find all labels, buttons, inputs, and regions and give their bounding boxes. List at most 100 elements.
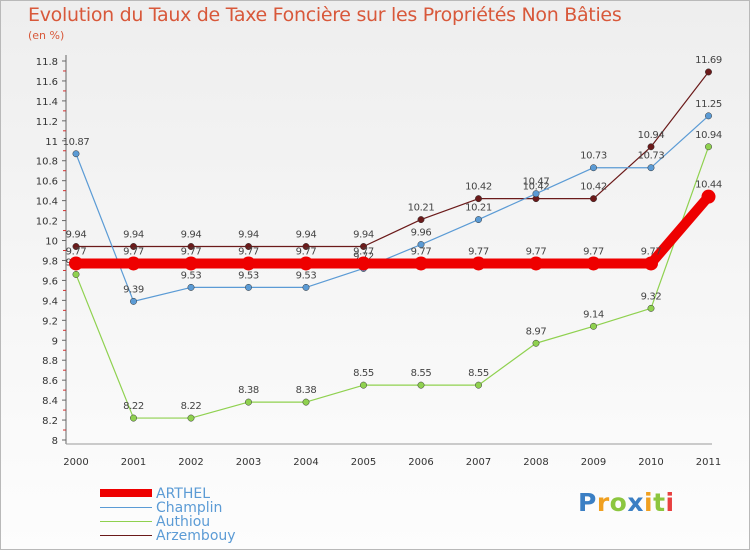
y-tick-label: 11.4: [36, 97, 58, 108]
data-label-arzembouy: 9.94: [353, 230, 374, 241]
legend-label-champlin: Champlin: [156, 500, 223, 516]
y-tick-label: 11.2: [36, 117, 58, 128]
x-tick-label: 2005: [351, 457, 376, 468]
data-point-authiou: [417, 381, 425, 389]
data-label-arzembouy: 10.21: [408, 203, 435, 214]
data-label-authiou: 9.32: [641, 291, 662, 302]
logo-letter: i: [644, 488, 654, 517]
logo-letter: i: [665, 488, 675, 517]
data-label-arthel: 9.77: [181, 246, 202, 257]
x-tick-label: 2003: [236, 457, 261, 468]
data-label-champlin: 10.87: [63, 137, 90, 148]
data-label-arthel: 9.77: [238, 246, 259, 257]
y-tick-label: 8.8: [42, 356, 58, 367]
x-tick-label: 2007: [466, 457, 491, 468]
data-point-arzembouy: [302, 243, 310, 250]
legend-swatch-champlin: [100, 507, 152, 508]
data-label-arthel: 9.77: [468, 246, 489, 257]
x-tick-label: 2010: [638, 457, 663, 468]
data-label-arzembouy: 10.42: [465, 182, 492, 193]
data-label-arzembouy: 9.94: [123, 230, 144, 241]
data-point-champlin: [590, 164, 597, 172]
y-tick-label: 10.2: [36, 217, 58, 228]
data-point-authiou: [360, 381, 367, 389]
data-point-champlin: [705, 112, 712, 120]
logo-letter: r: [596, 488, 610, 517]
data-label-authiou: 8.38: [238, 385, 259, 396]
data-point-arzembouy: [245, 243, 252, 250]
x-tick-label: 2004: [293, 457, 318, 468]
data-label-authiou: 9.14: [583, 309, 604, 320]
data-label-champlin: 10.73: [638, 151, 665, 162]
data-point-arthel: [586, 256, 601, 271]
data-label-arthel: 9.77: [641, 246, 662, 257]
data-label-arzembouy: 9.94: [296, 230, 317, 241]
data-point-arthel: [126, 256, 141, 271]
data-point-authiou: [532, 339, 540, 347]
series-line-arthel: [71, 191, 714, 269]
data-point-arthel: [184, 256, 198, 271]
y-tick-label: 8.2: [42, 416, 58, 427]
data-label-arzembouy: 11.69: [695, 55, 722, 66]
y-tick-label: 10.4: [36, 197, 58, 208]
y-tick-label: 11: [45, 137, 58, 148]
series-line-arzembouy: [75, 71, 710, 248]
legend-label-arzembouy: Arzembouy: [156, 528, 236, 544]
data-point-authiou: [705, 143, 712, 151]
data-label-champlin: 10.47: [523, 177, 550, 188]
y-tick-label: 9: [52, 336, 58, 347]
data-label-arzembouy: 10.42: [580, 182, 607, 193]
data-label-arzembouy: 9.94: [238, 230, 259, 241]
logo-letter: P: [578, 488, 597, 517]
data-point-champlin: [532, 190, 540, 198]
chart-title: Evolution du Taux de Taxe Foncière sur l…: [28, 4, 622, 26]
data-point-authiou: [590, 322, 597, 330]
data-label-authiou: 8.38: [296, 385, 317, 396]
x-tick-label: 2000: [63, 457, 88, 468]
data-point-arzembouy: [590, 195, 597, 203]
x-tick-label: 2002: [178, 457, 203, 468]
data-label-authiou: 8.97: [526, 326, 547, 337]
data-label-arthel: 9.77: [296, 246, 317, 257]
data-label-champlin: 10.73: [580, 151, 607, 162]
chart-subtitle: (en %): [28, 29, 65, 42]
legend-label-authiou: Authiou: [156, 514, 211, 530]
y-tick-label: 9.6: [42, 276, 58, 287]
data-label-authiou: 8.22: [181, 401, 202, 412]
x-tick-label: 2006: [408, 457, 433, 468]
y-tick-label: 10.6: [36, 177, 58, 188]
data-label-champlin: 10.21: [465, 203, 492, 214]
data-point-arzembouy: [705, 68, 712, 76]
data-label-arzembouy: 9.94: [66, 230, 87, 241]
data-point-arthel: [356, 256, 371, 271]
data-label-champlin: 9.53: [238, 270, 259, 281]
data-label-arzembouy: 9.94: [181, 230, 202, 241]
data-label-arthel: 9.77: [583, 246, 604, 257]
data-point-arthel: [701, 189, 716, 204]
proxiti-logo: Proxiti: [578, 488, 675, 517]
data-point-champlin: [302, 283, 310, 291]
logo-letter: t: [653, 488, 666, 517]
data-label-champlin: 9.39: [123, 284, 144, 295]
data-label-authiou: 8.55: [353, 368, 374, 379]
y-tick-label: 8.6: [42, 376, 58, 387]
data-label-arthel: 9.77: [353, 246, 374, 257]
data-point-authiou: [187, 414, 195, 422]
data-point-champlin: [417, 241, 425, 248]
y-tick-label: 11.6: [36, 77, 58, 88]
logo-letter: x: [627, 488, 644, 517]
data-point-arthel: [471, 256, 486, 271]
x-tick-label: 2011: [696, 457, 721, 468]
data-label-champlin: 11.25: [695, 99, 722, 110]
y-tick-label: 10.8: [36, 157, 58, 168]
data-point-champlin: [187, 283, 195, 291]
x-tick-label: 2008: [523, 457, 548, 468]
data-point-authiou: [475, 381, 482, 389]
data-point-champlin: [245, 283, 252, 291]
data-point-arzembouy: [647, 143, 655, 151]
y-tick-label: 8: [52, 436, 58, 447]
data-point-arthel: [69, 256, 83, 271]
data-label-arthel: 9.77: [66, 246, 87, 257]
data-point-arzembouy: [417, 216, 425, 224]
